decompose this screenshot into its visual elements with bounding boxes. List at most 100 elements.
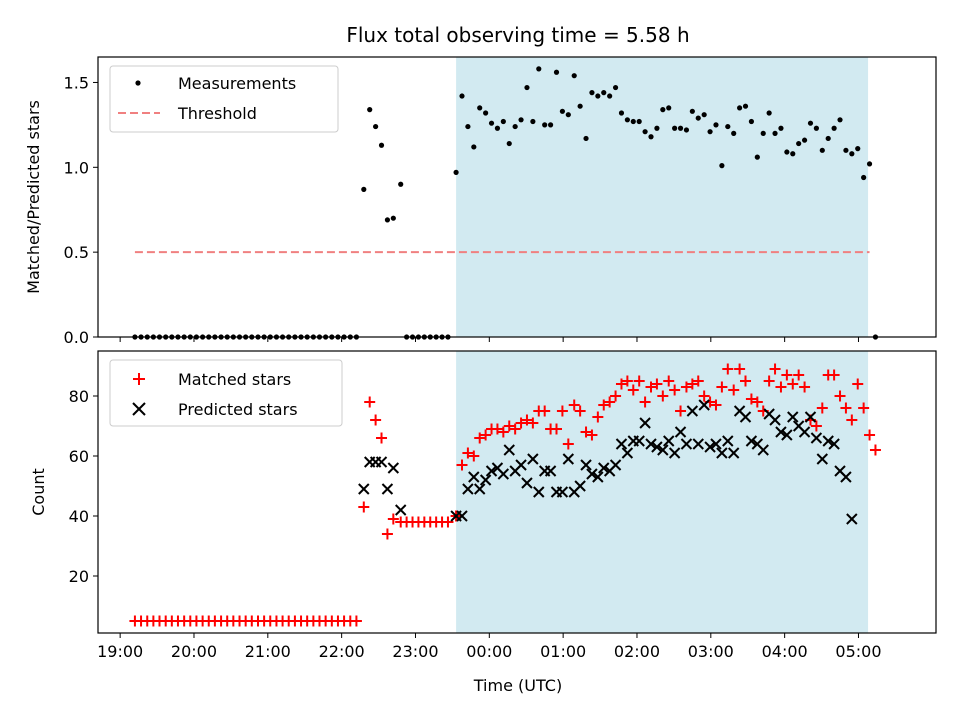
measurement-point [571, 73, 577, 79]
measurement-point [595, 93, 601, 99]
plot-frame-bottom [97, 350, 937, 634]
matched-star-point [556, 405, 568, 417]
matched-star-point [627, 384, 639, 396]
matched-star-point [521, 414, 533, 426]
matched-star-point [639, 396, 651, 408]
measurement-point [384, 217, 391, 223]
legend-top: Measurements Threshold [109, 65, 339, 133]
measurement-point [772, 130, 778, 136]
measurement-point [542, 122, 548, 128]
matched-star-point [381, 528, 393, 540]
matched-star-point [568, 399, 580, 411]
measurement-point [373, 123, 379, 130]
predicted-star-point [781, 429, 793, 441]
matched-star-point [680, 381, 692, 393]
legend-box-top [109, 65, 339, 133]
predicted-star-point [846, 513, 858, 525]
predicted-star-point [375, 456, 388, 468]
predicted-star-point [710, 438, 722, 450]
predicted-star-point [592, 471, 604, 483]
measurement-point [725, 123, 731, 130]
measurement-point [801, 137, 808, 143]
measurement-point [601, 90, 607, 96]
predicted-star-point [556, 486, 569, 498]
measurement-point [719, 163, 725, 169]
matched-star-point [698, 390, 710, 402]
matched-star-point [793, 369, 805, 381]
predicted-star-point [804, 411, 817, 423]
measurement-point [378, 142, 385, 148]
predicted-star-point [468, 471, 480, 483]
predicted-star-point [828, 438, 840, 450]
legend-marker-measurements [135, 80, 141, 86]
measurement-point [861, 174, 867, 181]
matched-star-point [775, 381, 787, 393]
x-tick-label: 20:00 [171, 642, 217, 661]
measurement-point [553, 69, 560, 75]
observing-window-shade [456, 57, 869, 337]
measurement-point [506, 140, 512, 147]
matched-star-point [509, 423, 521, 435]
predicted-star-point [485, 465, 498, 477]
measurement-point [819, 147, 825, 153]
measurement-point [707, 129, 713, 135]
measurement-point [471, 144, 477, 150]
matched-star-point [387, 513, 399, 525]
measurement-point [398, 181, 404, 187]
y-tick-label: 60 [69, 447, 89, 466]
matched-star-point [574, 405, 586, 417]
matched-star-point [852, 378, 864, 390]
matched-star-point [551, 423, 563, 435]
measurement-point [677, 125, 684, 131]
measurement-point [547, 122, 554, 128]
predicted-star-point [716, 447, 728, 459]
predicted-star-point [503, 444, 515, 456]
measurement-point [660, 107, 666, 113]
predicted-star-point [527, 453, 539, 465]
legend-bottom: Matched stars Predicted stars [109, 359, 343, 427]
measurement-point [784, 149, 790, 155]
measurement-point [683, 127, 690, 133]
measurement-point [843, 147, 849, 153]
predicted-star-point [462, 483, 474, 495]
matched-star-point [834, 390, 846, 402]
measurement-point [737, 105, 743, 111]
matched-star-point [769, 363, 781, 375]
matched-star-point [745, 393, 757, 405]
predicted-star-point [657, 444, 669, 456]
measurement-point [778, 125, 784, 131]
matched-star-point [598, 399, 610, 411]
predicted-star-point [757, 444, 769, 456]
matched-star-point [692, 375, 704, 387]
predicted-star-point [668, 447, 681, 459]
predicted-star-point [663, 435, 675, 447]
matched-star-point [497, 426, 509, 438]
predicted-star-point [515, 459, 527, 471]
predicted-star-point [727, 447, 740, 459]
matched-star-point [515, 417, 527, 429]
y-tick-label: 0.5 [64, 243, 89, 262]
predicted-star-point [722, 435, 734, 447]
measurement-point [831, 125, 837, 131]
matched-star-point [586, 429, 598, 441]
matched-star-point [651, 378, 663, 390]
matched-star-point [799, 381, 811, 393]
predicted-star-point [698, 399, 710, 411]
matched-star-point [480, 429, 492, 441]
measurement-point [813, 125, 819, 131]
matched-star-point [364, 396, 376, 408]
measurement-point [477, 105, 483, 111]
measurement-point [748, 118, 755, 125]
measurement-point [742, 103, 749, 109]
matched-star-point [527, 417, 539, 429]
matched-star-point [787, 378, 799, 390]
predicted-star-point [686, 405, 699, 417]
measurement-point [512, 123, 518, 130]
legend-marker-predicted-stars [132, 402, 146, 416]
predicted-star-point [562, 453, 575, 465]
measurement-point [766, 110, 772, 116]
matched-star-point [810, 420, 822, 432]
matched-star-point [869, 444, 881, 456]
predicted-star-point [533, 486, 545, 498]
